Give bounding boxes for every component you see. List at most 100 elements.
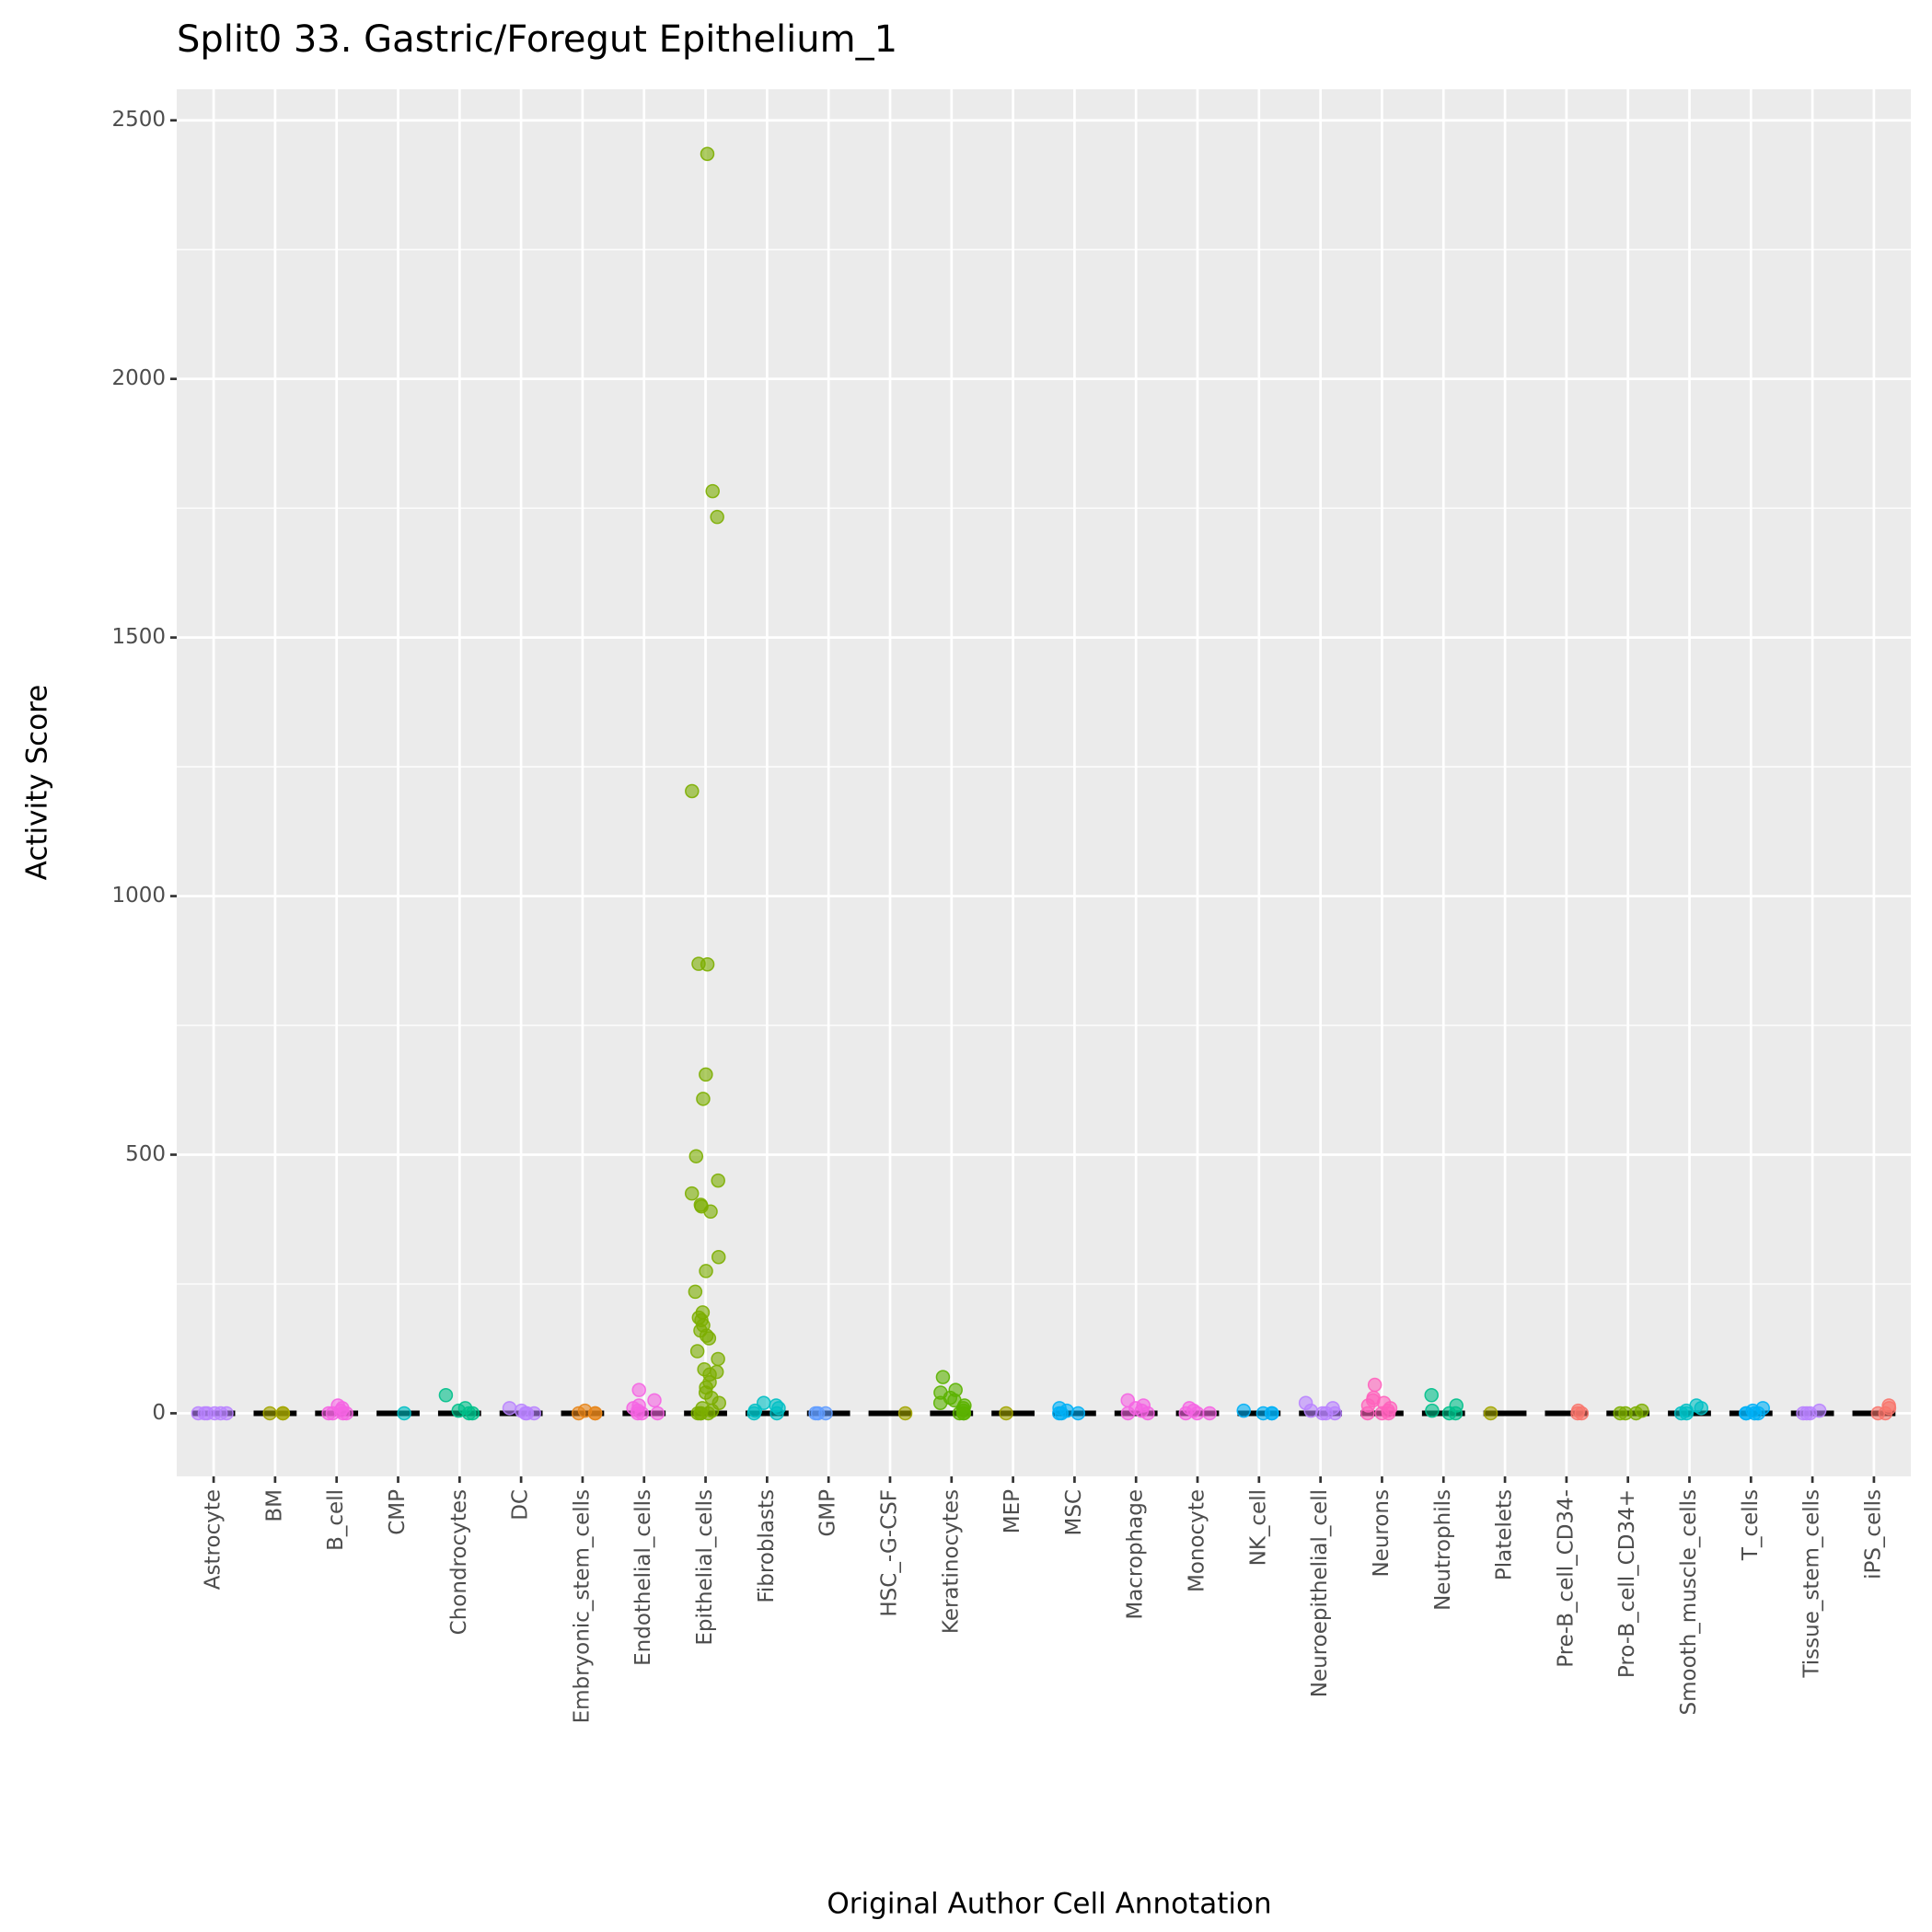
x-tick-label: MEP xyxy=(1001,1489,1024,1533)
point xyxy=(1679,1406,1695,1421)
point xyxy=(502,1401,517,1416)
y-tick-label: 1000 xyxy=(111,884,166,908)
point xyxy=(897,1406,913,1421)
x-tick-label: Macrophage xyxy=(1124,1489,1148,1620)
point xyxy=(650,1406,665,1421)
point xyxy=(631,1382,646,1397)
point xyxy=(684,1186,700,1201)
point xyxy=(1448,1406,1463,1421)
point xyxy=(1483,1406,1498,1421)
x-tick-label: iPS_cells xyxy=(1861,1489,1885,1579)
x-tick-label: CMP xyxy=(386,1489,410,1535)
x-tick-label: Embryonic_stem_cells xyxy=(570,1489,594,1723)
point xyxy=(932,1395,948,1410)
point xyxy=(1140,1406,1155,1421)
x-tick-label: Astrocyte xyxy=(202,1489,226,1590)
point xyxy=(700,146,715,161)
point xyxy=(703,1204,718,1220)
point xyxy=(705,483,720,499)
point xyxy=(710,509,724,525)
point xyxy=(1052,1406,1067,1421)
point xyxy=(647,1393,662,1408)
point xyxy=(685,783,700,799)
point xyxy=(769,1406,784,1421)
point xyxy=(1070,1406,1086,1421)
x-tick-label: Platelets xyxy=(1493,1489,1517,1580)
x-tick-label: B_cell xyxy=(324,1489,348,1551)
x-tick-label: Chondrocytes xyxy=(447,1489,471,1635)
point xyxy=(746,1406,762,1421)
point xyxy=(571,1406,586,1421)
point xyxy=(952,1406,967,1421)
point xyxy=(1189,1406,1205,1421)
point xyxy=(696,1092,711,1106)
point xyxy=(700,956,715,972)
point xyxy=(689,1344,705,1359)
point xyxy=(711,1351,725,1367)
point xyxy=(688,1284,703,1300)
point xyxy=(1739,1406,1753,1421)
point xyxy=(1367,1377,1382,1393)
point xyxy=(699,1264,713,1278)
point xyxy=(688,1149,704,1163)
x-tick-label: Keratinocytes xyxy=(939,1489,963,1634)
point xyxy=(587,1406,603,1421)
plot-background xyxy=(177,89,1911,1476)
point xyxy=(1120,1406,1136,1421)
point xyxy=(1574,1406,1590,1421)
x-tick-label: Fibroblasts xyxy=(755,1489,779,1603)
x-tick-label: NK_cell xyxy=(1246,1489,1270,1566)
point xyxy=(518,1406,533,1421)
point xyxy=(1751,1406,1765,1421)
y-tick-label: 2500 xyxy=(111,108,166,132)
point xyxy=(935,1370,951,1384)
point xyxy=(699,1067,713,1082)
x-tick-label: GMP xyxy=(816,1489,840,1537)
point xyxy=(397,1406,411,1421)
x-tick-label: T_cells xyxy=(1739,1489,1763,1561)
point xyxy=(693,1406,708,1421)
x-axis-title: Original Author Cell Annotation xyxy=(827,1888,1271,1921)
point xyxy=(1425,1403,1440,1418)
point xyxy=(701,1331,717,1346)
point xyxy=(1424,1388,1439,1403)
x-tick-label: Neuroepithelial_cell xyxy=(1308,1489,1332,1697)
point xyxy=(1265,1406,1279,1421)
x-tick-label: Neurons xyxy=(1370,1489,1394,1578)
point xyxy=(711,1250,726,1265)
x-tick-label: Tissue_stem_cells xyxy=(1800,1489,1824,1679)
point xyxy=(262,1406,277,1421)
x-tick-label: Monocyte xyxy=(1186,1489,1209,1592)
chart-title: Split0 33. Gastric/Foregut Epithelium_1 xyxy=(177,18,897,61)
x-tick-label: Endothelial_cells xyxy=(631,1489,655,1666)
point xyxy=(693,1197,709,1212)
x-tick-label: BM xyxy=(262,1489,286,1522)
y-tick-label: 0 xyxy=(152,1401,166,1425)
point xyxy=(335,1406,351,1421)
x-tick-label: Pre-B_cell_CD34- xyxy=(1554,1489,1578,1668)
point xyxy=(711,1173,725,1188)
point xyxy=(1318,1406,1334,1421)
x-tick-label: Neutrophils xyxy=(1431,1489,1455,1611)
x-tick-label: HSC_-G-CSF xyxy=(877,1489,901,1617)
x-tick-label: DC xyxy=(509,1489,533,1521)
point xyxy=(1878,1406,1893,1421)
point xyxy=(275,1406,291,1421)
point xyxy=(1799,1406,1814,1421)
point xyxy=(1303,1403,1318,1418)
x-tick-label: Pro-B_cell_CD34+ xyxy=(1615,1489,1639,1678)
point xyxy=(999,1406,1013,1421)
point xyxy=(438,1388,454,1403)
point xyxy=(207,1406,222,1421)
point xyxy=(631,1406,645,1421)
y-tick-label: 1500 xyxy=(111,625,166,649)
y-tick-label: 2000 xyxy=(111,366,166,390)
point xyxy=(1374,1406,1390,1421)
x-tick-label: Epithelial_cells xyxy=(693,1489,717,1646)
point xyxy=(1202,1406,1217,1421)
y-axis-title: Activity Score xyxy=(21,685,54,881)
x-tick-label: MSC xyxy=(1062,1489,1086,1536)
point xyxy=(1613,1406,1628,1421)
point xyxy=(461,1406,477,1421)
